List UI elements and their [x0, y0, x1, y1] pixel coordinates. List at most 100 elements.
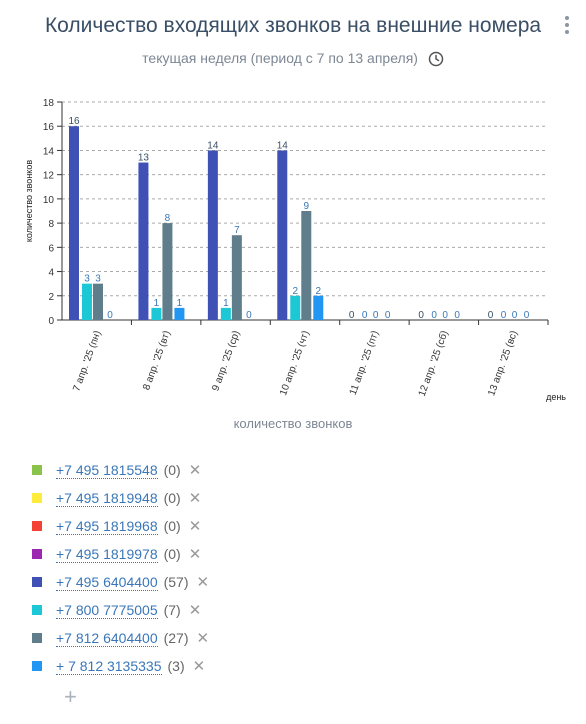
- remove-icon[interactable]: ✕: [188, 462, 202, 479]
- call-count: (3): [167, 658, 185, 674]
- add-number-button[interactable]: +: [64, 684, 77, 709]
- legend-item: +7 495 6404400 (57) ✕: [32, 568, 209, 596]
- clock-icon[interactable]: [428, 51, 444, 67]
- bar: [301, 211, 312, 320]
- y-tick-label: 14: [43, 146, 55, 157]
- y-tick-label: 4: [48, 268, 54, 279]
- x-tick-label: 8 апр. '25 (вт): [141, 329, 173, 392]
- data-label: 0: [501, 310, 507, 321]
- legend-swatch[interactable]: [32, 577, 42, 587]
- bar: [207, 150, 218, 320]
- data-label: 1: [223, 298, 229, 309]
- remove-icon[interactable]: ✕: [196, 630, 210, 647]
- legend-swatch[interactable]: [32, 493, 42, 503]
- phone-link[interactable]: +7 812 6404400: [56, 629, 158, 647]
- phone-link[interactable]: +7 800 7775005: [56, 601, 158, 619]
- x-tick-label: 9 апр. '25 (ср): [210, 329, 242, 392]
- legend-swatch[interactable]: [32, 633, 42, 643]
- data-label: 14: [277, 140, 289, 151]
- y-tick-label: 16: [43, 122, 55, 133]
- data-label: 3: [84, 274, 90, 285]
- legend-swatch[interactable]: [32, 549, 42, 559]
- legend-swatch[interactable]: [32, 605, 42, 615]
- data-label: 1: [154, 298, 160, 309]
- remove-icon[interactable]: ✕: [188, 546, 202, 563]
- legend-swatch[interactable]: [32, 521, 42, 531]
- call-count: (0): [163, 546, 181, 562]
- phone-link[interactable]: +7 495 1815548: [56, 461, 158, 479]
- bar: [231, 235, 242, 320]
- legend-item: +7 495 1819948 (0) ✕: [32, 484, 209, 512]
- y-tick-label: 10: [43, 195, 55, 206]
- legend-item: +7 495 1819978 (0) ✕: [32, 540, 209, 568]
- legend-item: +7 495 1815548 (0) ✕: [32, 456, 209, 484]
- data-label: 0: [107, 310, 113, 321]
- y-tick-label: 18: [43, 98, 55, 109]
- phone-link[interactable]: +7 495 6404400: [56, 573, 158, 591]
- chart-subtitle: текущая неделя (период с 7 по 13 апреля): [0, 50, 586, 67]
- legend-swatch[interactable]: [32, 661, 42, 671]
- call-count: (0): [163, 462, 181, 478]
- bar: [82, 283, 92, 320]
- bar: [277, 150, 288, 320]
- data-label: 1: [177, 298, 183, 309]
- remove-icon[interactable]: ✕: [188, 490, 202, 507]
- data-label: 2: [316, 286, 322, 297]
- chart-caption: количество звонков: [234, 416, 353, 431]
- bar: [69, 126, 79, 320]
- chart-title: Количество входящих звонков на внешние н…: [44, 14, 542, 37]
- data-label: 0: [362, 310, 368, 321]
- call-count: (0): [163, 518, 181, 534]
- y-tick-label: 6: [48, 243, 54, 254]
- phone-link[interactable]: + 7 812 3135335: [56, 657, 162, 675]
- data-label: 0: [246, 310, 252, 321]
- remove-icon[interactable]: ✕: [196, 574, 210, 591]
- legend-item: + 7 812 3135335 (3) ✕: [32, 652, 209, 680]
- remove-icon[interactable]: ✕: [188, 518, 202, 535]
- bar: [162, 223, 173, 320]
- bar: [138, 162, 149, 320]
- x-tick-label: 11 апр. '25 (пт): [348, 329, 382, 396]
- x-tick-label: 12 апр. '25 (сб): [416, 329, 451, 398]
- bar: [151, 307, 162, 320]
- data-label: 0: [524, 310, 530, 321]
- data-label: 0: [385, 310, 391, 321]
- data-label: 14: [207, 140, 219, 151]
- x-tick-label: 13 апр. '25 (вс): [486, 329, 520, 397]
- y-axis-label: количество звонков: [24, 160, 34, 242]
- y-tick-label: 8: [48, 219, 54, 230]
- data-label: 7: [234, 225, 240, 236]
- data-label: 0: [454, 310, 460, 321]
- data-label: 0: [488, 310, 494, 321]
- remove-icon[interactable]: ✕: [188, 602, 202, 619]
- data-label: 9: [304, 201, 310, 212]
- legend-item: +7 812 6404400 (27) ✕: [32, 624, 209, 652]
- data-label: 3: [95, 274, 101, 285]
- data-label: 16: [68, 116, 80, 127]
- phone-link[interactable]: +7 495 1819948: [56, 489, 158, 507]
- data-label: 0: [431, 310, 437, 321]
- legend-swatch[interactable]: [32, 465, 42, 475]
- x-tick-label: 10 апр. '25 (чт): [278, 329, 312, 397]
- call-count: (57): [163, 574, 189, 590]
- data-label: 13: [138, 153, 150, 164]
- x-tick-label: 7 апр. '25 (пн): [71, 329, 103, 393]
- call-count: (7): [163, 602, 181, 618]
- y-tick-label: 2: [48, 292, 54, 303]
- bar: [220, 307, 231, 320]
- y-tick-label: 12: [43, 171, 55, 182]
- call-count: (27): [163, 630, 189, 646]
- legend-item: +7 800 7775005 (7) ✕: [32, 596, 209, 624]
- data-label: 0: [373, 310, 379, 321]
- phone-link[interactable]: +7 495 1819968: [56, 517, 158, 535]
- data-label: 0: [418, 310, 424, 321]
- bar: [93, 283, 103, 320]
- phone-link[interactable]: +7 495 1819978: [56, 545, 158, 563]
- bar: [174, 307, 185, 320]
- remove-icon[interactable]: ✕: [192, 658, 206, 675]
- more-menu-icon[interactable]: [562, 14, 572, 36]
- data-label: 0: [442, 310, 448, 321]
- legend-item: +7 495 1819968 (0) ✕: [32, 512, 209, 540]
- data-label: 0: [349, 310, 355, 321]
